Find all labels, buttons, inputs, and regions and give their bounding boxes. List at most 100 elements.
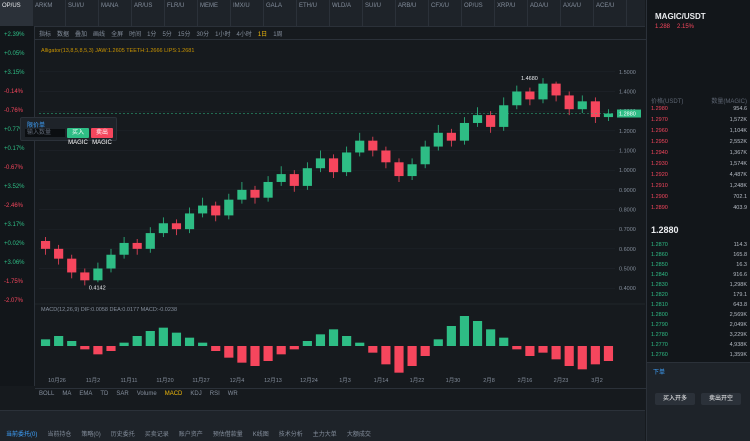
indicator-tab[interactable]: BOLL (39, 391, 55, 397)
orderbook-header: 价格(USDT) 数量(MAGIC) (651, 96, 747, 105)
toolbar-item[interactable]: 4小时 (236, 31, 252, 38)
toolbar-item[interactable]: 画线 (93, 31, 106, 38)
macd-bar (538, 346, 548, 353)
toolbar-item[interactable]: 5分 (162, 31, 172, 38)
candle-body (184, 213, 195, 230)
ticker[interactable]: OP/US (0, 0, 33, 26)
bottom-tab[interactable]: 大额成交 (346, 432, 371, 438)
y-tick-label: 0.5000 (619, 267, 636, 273)
low-label: 0.4142 (89, 285, 106, 291)
y-tick-label: 0.9000 (619, 188, 636, 194)
buy-button[interactable]: 买入MAGIC (67, 128, 89, 146)
y-tick-label: 1.4000 (619, 90, 636, 96)
toolbar-item[interactable]: 全屏 (111, 31, 124, 38)
chart-toolbar: 指标 数据 叠加 画线 全屏 时间 1分 5分 15分 30分 1小时 4小时 1日 1周 (35, 27, 649, 40)
toolbar-item[interactable]: 1日 (257, 31, 268, 38)
toolbar-item[interactable]: 数据 (57, 31, 70, 38)
trade-tab[interactable]: 下单 (653, 370, 666, 376)
candle-body (237, 189, 247, 200)
bottom-tab[interactable]: 预估借款量 (212, 432, 243, 438)
ticker[interactable]: ADA/U (528, 0, 561, 26)
toolbar-item[interactable]: 指标 (39, 31, 52, 38)
asks-row: 1.2950 2,552K (651, 139, 747, 146)
bids-price: 1.2860 (651, 252, 668, 258)
toolbar-item[interactable]: 1周 (273, 31, 283, 38)
indicator-tab[interactable]: RSI (209, 391, 220, 397)
indicator-tab[interactable]: Volume (136, 391, 157, 397)
bottom-tab[interactable]: 当前委托(0) (6, 432, 38, 438)
ticker[interactable]: ETH/U (297, 0, 330, 26)
indicator-tab[interactable]: EMA (79, 391, 93, 397)
candle-body (158, 223, 168, 234)
macd-bar (315, 334, 326, 346)
candle-body (459, 122, 470, 141)
bottom-tab[interactable]: 技术分析 (278, 432, 303, 438)
bids-qty: 16.3 (736, 262, 747, 268)
bids-price: 1.2820 (651, 292, 668, 298)
indicator-tab[interactable]: MA (62, 391, 72, 397)
x-tick-label: 12月24 (300, 377, 318, 384)
ticker[interactable]: IMX/U (231, 0, 264, 26)
toolbar-item[interactable]: 叠加 (75, 31, 88, 38)
indicator-tab[interactable]: WR (227, 391, 238, 397)
sell-button[interactable]: 卖出MAGIC (91, 128, 113, 146)
ticker[interactable]: GALA (264, 0, 297, 26)
x-tick-label: 1月22 (410, 377, 425, 384)
candle-body (472, 115, 483, 123)
bottom-tab[interactable]: K线图 (252, 432, 269, 438)
ticker[interactable]: MEME (198, 0, 231, 26)
bottom-tab[interactable]: 账户资产 (178, 432, 203, 438)
quantity-input[interactable]: 输入数量 (25, 129, 65, 137)
buy-long-button[interactable]: 买入开多 (655, 393, 695, 405)
toolbar-item[interactable]: 1分 (147, 31, 157, 38)
bottom-tab[interactable]: 主力大单 (312, 432, 337, 438)
candle-body (198, 205, 208, 214)
x-tick-label: 11月2 (86, 377, 100, 384)
bids-price: 1.2760 (651, 352, 668, 358)
asks-qty: 1,367K (729, 150, 747, 156)
ticker[interactable]: XRP/U (495, 0, 528, 26)
candle-body (486, 115, 496, 127)
ticker[interactable]: CFX/U (429, 0, 462, 26)
candle-body (538, 83, 548, 100)
candle-body (145, 233, 155, 249)
indicator-tab[interactable]: SAR (116, 391, 129, 397)
macd-bar (40, 339, 51, 346)
indicator-text: Alligator(13,8,5,8,5,3) JAW:1.2605 TEETH… (41, 48, 194, 54)
macd-bar (132, 336, 142, 346)
bottom-tab[interactable]: 买卖记录 (144, 432, 169, 438)
toolbar-item[interactable]: 30分 (196, 31, 210, 38)
indicator-tab[interactable]: TD (100, 391, 109, 397)
ticker[interactable]: FLR/U (165, 0, 198, 26)
macd-bar (420, 346, 430, 356)
bottom-tab[interactable]: 历史委托 (110, 432, 135, 438)
ticker[interactable]: ARB/U (396, 0, 429, 26)
ticker[interactable]: ARKM (33, 0, 66, 26)
last-price-tag (617, 109, 641, 118)
toolbar-item[interactable]: 1小时 (215, 31, 231, 38)
toolbar-item[interactable]: 时间 (129, 31, 142, 38)
ticker[interactable]: WLD/A (330, 0, 363, 26)
candle-body (342, 152, 352, 173)
asks-price: 1.2940 (651, 150, 668, 156)
candle-body (328, 158, 339, 173)
indicator-tab[interactable]: MACD (164, 391, 183, 397)
indicator-tab[interactable]: KDJ (190, 391, 202, 397)
candle-body (381, 150, 391, 163)
bottom-tab[interactable]: 策略(0) (81, 432, 101, 438)
ticker[interactable]: OP/US (462, 0, 495, 26)
y-tick-label: 1.2000 (619, 129, 636, 135)
macd-bar (486, 329, 496, 346)
asks-qty: 1,248K (729, 183, 747, 189)
ticker[interactable]: MANA (99, 0, 132, 26)
ticker[interactable]: AXA/U (561, 0, 594, 26)
ticker[interactable]: AR/US (132, 0, 165, 26)
ticker[interactable]: SUI/U (363, 0, 396, 26)
ticker[interactable]: ACE/U (594, 0, 627, 26)
sell-short-button[interactable]: 卖出开空 (701, 393, 741, 405)
bottom-tab[interactable]: 当前持仓 (47, 432, 72, 438)
toolbar-item[interactable]: 15分 (177, 31, 191, 38)
x-tick-label: 11月11 (121, 377, 138, 384)
ticker[interactable]: SUI/U (66, 0, 99, 26)
